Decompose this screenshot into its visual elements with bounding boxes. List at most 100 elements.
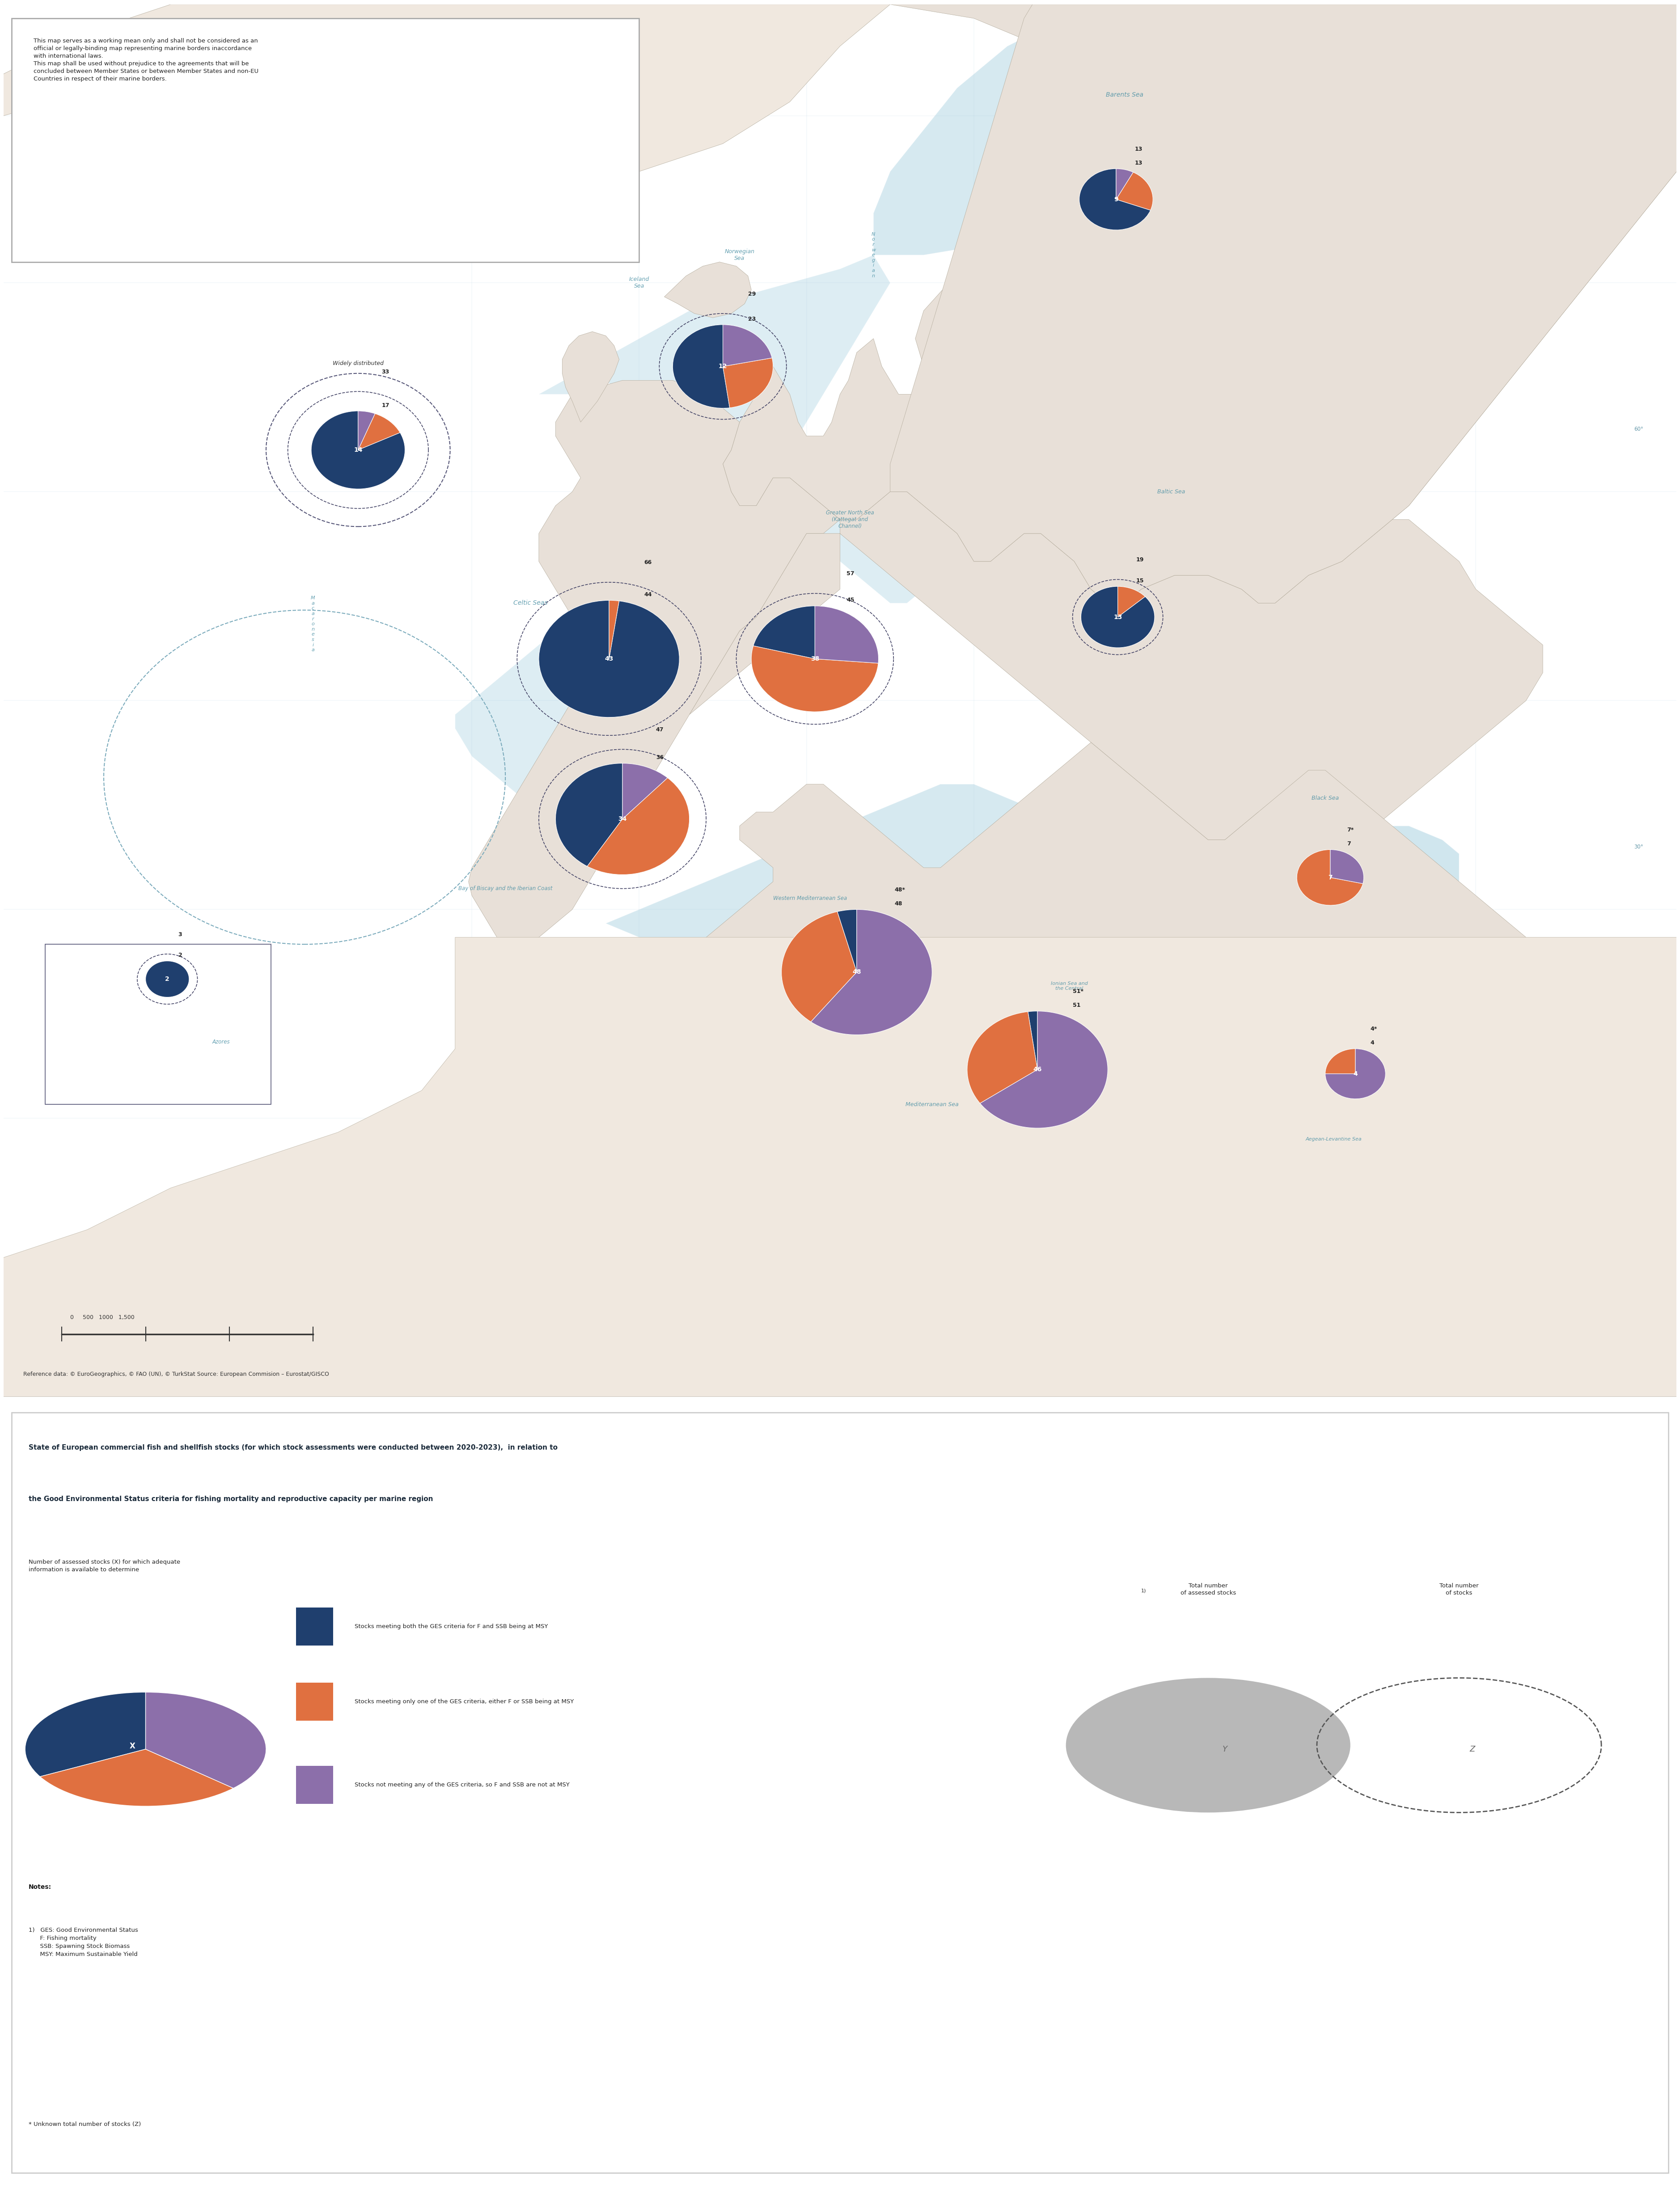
Text: N
o
r
w
e
g
i
a
n: N o r w e g i a n <box>872 232 875 279</box>
Text: 36: 36 <box>655 754 664 761</box>
Text: Baltic Sea: Baltic Sea <box>1158 489 1184 496</box>
Wedge shape <box>811 910 932 1035</box>
Wedge shape <box>610 601 620 658</box>
Wedge shape <box>968 1011 1038 1103</box>
Text: This map serves as a working mean only and shall not be considered as an
officia: This map serves as a working mean only a… <box>34 37 259 81</box>
Text: 43: 43 <box>605 656 613 662</box>
Text: Norwegian
Sea: Norwegian Sea <box>724 248 754 261</box>
Polygon shape <box>469 379 840 952</box>
FancyBboxPatch shape <box>296 1682 333 1722</box>
Circle shape <box>556 763 689 875</box>
Polygon shape <box>664 261 751 318</box>
Text: 57: 57 <box>847 570 855 577</box>
Text: Barents Sea: Barents Sea <box>1105 92 1142 99</box>
Wedge shape <box>146 1693 265 1787</box>
FancyBboxPatch shape <box>12 1412 1668 2173</box>
Text: 7: 7 <box>1329 875 1332 882</box>
Text: 4*: 4* <box>1371 1026 1378 1033</box>
Text: Stocks meeting both the GES criteria for F and SSB being at MSY: Stocks meeting both the GES criteria for… <box>354 1623 548 1629</box>
Wedge shape <box>1116 169 1134 200</box>
Wedge shape <box>815 605 879 662</box>
Text: Western Mediterranean Sea: Western Mediterranean Sea <box>773 895 847 901</box>
Text: M
a
c
a
r
o
n
e
s
i
a: M a c a r o n e s i a <box>311 596 316 651</box>
Wedge shape <box>1297 849 1362 906</box>
Wedge shape <box>623 763 667 818</box>
Wedge shape <box>358 414 400 450</box>
Text: Notes:: Notes: <box>29 1884 52 1890</box>
Text: 0     500   1000   1,500: 0 500 1000 1,500 <box>71 1314 134 1320</box>
Text: 14: 14 <box>354 447 363 454</box>
Wedge shape <box>1116 173 1152 211</box>
Text: 2: 2 <box>165 976 170 982</box>
Text: 48: 48 <box>894 901 902 906</box>
Wedge shape <box>25 1693 146 1776</box>
Polygon shape <box>722 465 966 603</box>
Wedge shape <box>979 1011 1107 1127</box>
Circle shape <box>146 961 190 998</box>
Text: 19: 19 <box>1136 557 1144 564</box>
Text: 38: 38 <box>810 656 820 662</box>
Text: 51*: 51* <box>1072 989 1084 993</box>
Polygon shape <box>3 936 1677 1397</box>
Text: 13: 13 <box>1134 147 1142 151</box>
Circle shape <box>1326 1048 1386 1099</box>
Text: * Unknown total number of stocks (Z): * Unknown total number of stocks (Z) <box>29 2121 141 2127</box>
Text: Black Sea: Black Sea <box>1312 796 1339 800</box>
Wedge shape <box>40 1750 234 1807</box>
Wedge shape <box>556 763 623 866</box>
Text: 51: 51 <box>1072 1002 1080 1009</box>
Text: Widely distributed: Widely distributed <box>333 360 383 366</box>
Text: Stocks meeting only one of the GES criteria, either F or SSB being at MSY: Stocks meeting only one of the GES crite… <box>354 1700 575 1704</box>
Text: the Good Environmental Status criteria for fishing mortality and reproductive ca: the Good Environmental Status criteria f… <box>29 1496 433 1502</box>
Text: X: X <box>129 1741 134 1750</box>
Circle shape <box>751 605 879 713</box>
Polygon shape <box>874 4 1677 254</box>
Circle shape <box>1065 1678 1351 1814</box>
Wedge shape <box>358 410 375 450</box>
Text: Z: Z <box>1470 1746 1475 1752</box>
Wedge shape <box>722 325 773 366</box>
Circle shape <box>968 1011 1107 1127</box>
Polygon shape <box>606 785 1475 1064</box>
Text: 33: 33 <box>381 368 390 375</box>
Wedge shape <box>1079 169 1151 230</box>
Text: State of European commercial fish and shellfish stocks (for which stock assessme: State of European commercial fish and sh… <box>29 1445 558 1452</box>
Text: Aegean-Levantine Sea: Aegean-Levantine Sea <box>1305 1136 1362 1143</box>
Text: 44: 44 <box>643 592 652 596</box>
FancyBboxPatch shape <box>296 1607 333 1645</box>
Circle shape <box>1297 849 1364 906</box>
Circle shape <box>1080 586 1154 647</box>
Text: 60°: 60° <box>1635 425 1643 432</box>
Text: 12: 12 <box>719 364 727 371</box>
Text: 15: 15 <box>1136 577 1144 583</box>
Text: 17: 17 <box>381 401 390 408</box>
Text: 48: 48 <box>852 969 862 976</box>
Text: Total number
of stocks: Total number of stocks <box>1440 1583 1478 1597</box>
Polygon shape <box>455 491 756 798</box>
Circle shape <box>311 410 405 489</box>
Text: Mediterranean Sea: Mediterranean Sea <box>906 1101 959 1107</box>
Text: 1): 1) <box>1141 1588 1146 1592</box>
Text: 13: 13 <box>1114 614 1122 621</box>
Circle shape <box>1079 169 1152 230</box>
Text: 34: 34 <box>618 816 627 822</box>
Polygon shape <box>722 4 1677 603</box>
Wedge shape <box>146 961 190 998</box>
Text: 48*: 48* <box>894 886 906 893</box>
Text: 7*: 7* <box>1347 827 1354 833</box>
Text: 23: 23 <box>748 316 756 322</box>
Wedge shape <box>588 779 689 875</box>
Wedge shape <box>1326 1048 1356 1075</box>
Wedge shape <box>1080 586 1154 647</box>
Wedge shape <box>722 357 773 408</box>
Text: 47: 47 <box>655 726 664 732</box>
Wedge shape <box>539 601 679 717</box>
Text: 3: 3 <box>178 932 181 936</box>
Wedge shape <box>1326 1048 1386 1099</box>
Text: 4: 4 <box>1352 1070 1357 1077</box>
Text: Azores: Azores <box>212 1039 230 1044</box>
Text: Ionian Sea and
the Central: Ionian Sea and the Central <box>1050 980 1087 991</box>
Polygon shape <box>890 4 1677 603</box>
Text: Greater North Sea
(Kattegat and
Channel): Greater North Sea (Kattegat and Channel) <box>827 511 874 529</box>
Text: 7: 7 <box>1347 840 1351 846</box>
